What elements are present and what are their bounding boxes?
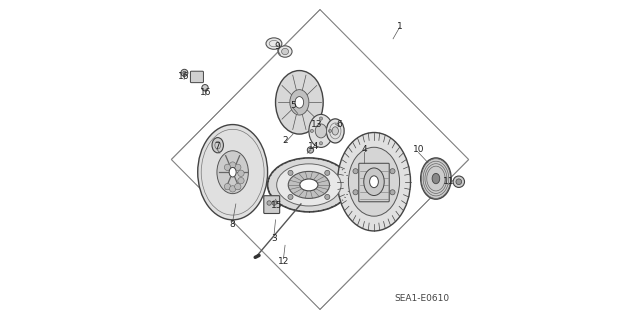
Text: 9: 9 bbox=[275, 42, 280, 51]
FancyBboxPatch shape bbox=[359, 163, 389, 202]
Circle shape bbox=[230, 162, 236, 168]
Text: 12: 12 bbox=[278, 257, 289, 266]
Ellipse shape bbox=[268, 158, 350, 212]
Ellipse shape bbox=[295, 97, 303, 108]
Circle shape bbox=[390, 190, 395, 195]
Circle shape bbox=[225, 164, 230, 171]
Circle shape bbox=[235, 183, 241, 190]
Ellipse shape bbox=[266, 38, 282, 49]
Circle shape bbox=[453, 176, 465, 188]
Circle shape bbox=[181, 69, 188, 76]
Circle shape bbox=[288, 170, 293, 175]
Ellipse shape bbox=[370, 176, 378, 188]
Ellipse shape bbox=[276, 164, 341, 206]
Ellipse shape bbox=[217, 151, 248, 194]
Text: 7: 7 bbox=[214, 142, 220, 151]
Ellipse shape bbox=[290, 90, 309, 115]
Ellipse shape bbox=[212, 137, 223, 153]
Ellipse shape bbox=[278, 46, 292, 57]
Circle shape bbox=[183, 71, 186, 74]
Ellipse shape bbox=[420, 158, 451, 199]
Ellipse shape bbox=[229, 167, 236, 177]
Circle shape bbox=[310, 129, 314, 132]
Circle shape bbox=[319, 142, 323, 145]
Circle shape bbox=[353, 190, 358, 195]
Text: 6: 6 bbox=[336, 120, 342, 129]
Circle shape bbox=[456, 179, 461, 185]
Ellipse shape bbox=[364, 168, 384, 196]
Circle shape bbox=[324, 170, 330, 175]
Ellipse shape bbox=[432, 174, 440, 184]
Ellipse shape bbox=[300, 179, 318, 191]
Circle shape bbox=[235, 164, 241, 171]
Text: 2: 2 bbox=[282, 136, 288, 145]
Text: 8: 8 bbox=[230, 220, 236, 229]
Ellipse shape bbox=[348, 147, 399, 216]
Ellipse shape bbox=[316, 124, 326, 138]
Circle shape bbox=[272, 201, 276, 205]
Circle shape bbox=[307, 147, 314, 153]
Circle shape bbox=[390, 169, 395, 174]
Text: 1: 1 bbox=[397, 22, 403, 31]
Text: 16: 16 bbox=[200, 88, 211, 97]
Circle shape bbox=[328, 129, 332, 132]
Circle shape bbox=[353, 169, 358, 174]
Ellipse shape bbox=[337, 132, 410, 231]
Text: 10: 10 bbox=[413, 145, 424, 154]
Ellipse shape bbox=[282, 48, 289, 55]
Circle shape bbox=[267, 201, 271, 205]
Circle shape bbox=[202, 85, 208, 91]
Text: 3: 3 bbox=[271, 234, 277, 243]
Text: 11: 11 bbox=[443, 177, 454, 186]
Circle shape bbox=[288, 194, 293, 199]
Ellipse shape bbox=[309, 115, 333, 147]
Ellipse shape bbox=[198, 124, 268, 220]
Text: 13: 13 bbox=[311, 120, 323, 129]
Text: 4: 4 bbox=[362, 145, 367, 154]
Circle shape bbox=[324, 194, 330, 199]
Circle shape bbox=[238, 170, 244, 176]
Ellipse shape bbox=[276, 70, 323, 134]
Ellipse shape bbox=[332, 127, 339, 135]
Text: 16: 16 bbox=[179, 72, 190, 81]
Circle shape bbox=[238, 177, 244, 184]
FancyBboxPatch shape bbox=[264, 196, 280, 213]
FancyBboxPatch shape bbox=[191, 71, 204, 83]
Circle shape bbox=[225, 183, 230, 190]
Ellipse shape bbox=[326, 119, 344, 143]
Text: 14: 14 bbox=[308, 142, 319, 151]
Text: 15: 15 bbox=[271, 201, 283, 210]
Ellipse shape bbox=[288, 171, 330, 198]
Text: SEA1-E0610: SEA1-E0610 bbox=[394, 294, 449, 303]
Circle shape bbox=[230, 186, 236, 192]
Circle shape bbox=[319, 117, 323, 120]
Text: 5: 5 bbox=[290, 101, 296, 110]
